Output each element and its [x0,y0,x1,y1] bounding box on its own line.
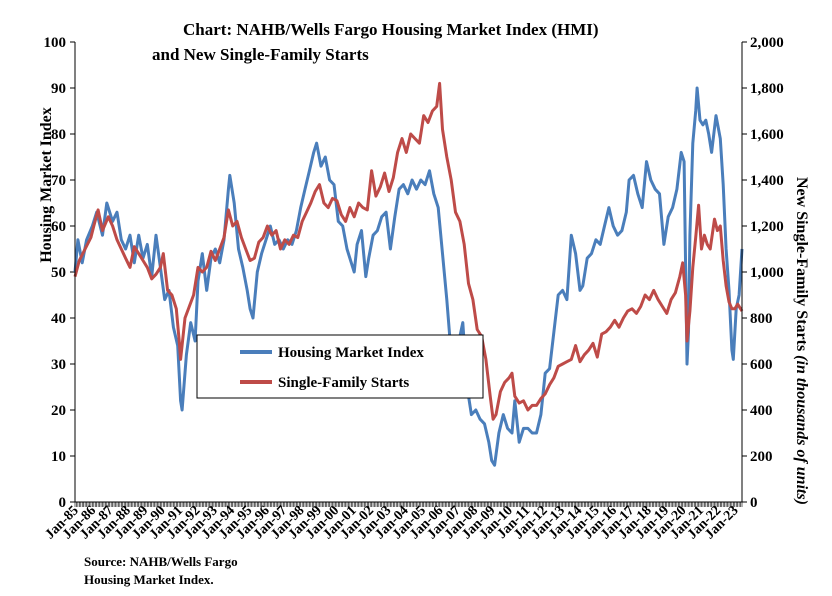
legend-label-single-family-starts: Single-Family Starts [278,375,409,391]
right-tick-label: 600 [750,357,773,373]
right-tick-label: 1,600 [750,127,784,143]
right-tick-label: 1,000 [750,265,784,281]
series-line-housing-market-index [73,86,744,467]
legend-box [196,334,484,399]
legend: Housing Market Index Single-Family Start… [196,334,484,399]
left-tick-label: 80 [51,127,66,143]
left-tick-label: 50 [51,265,66,281]
series-line-single-family-starts [73,81,744,421]
right-tick-label: 0 [750,495,758,511]
right-tick-label: 2,000 [750,35,784,51]
right-tick-label: 1,200 [750,219,784,235]
right-axis-title: New Single-Family Starts (in thousands o… [793,177,810,505]
left-tick-label: 70 [51,173,66,189]
right-axis-title-units: (in thousands of units) [793,355,810,505]
right-tick-label: 200 [750,449,773,465]
right-tick-label: 800 [750,311,773,327]
left-tick-label: 60 [51,219,66,235]
right-tick-label: 1,800 [750,81,784,97]
series-layer [73,81,744,467]
chart-title-line-1: Chart: NAHB/Wells Fargo Housing Market I… [183,20,599,39]
right-tick-label: 400 [750,403,773,419]
left-axis-title: Housing Market Index [38,107,55,263]
left-tick-label: 100 [44,35,67,51]
legend-label-housing-market-index: Housing Market Index [278,345,424,361]
left-y-axis-ticks: 0 10 20 30 40 50 60 70 80 90 100 [44,35,75,511]
left-tick-label: 10 [51,449,66,465]
chart-title-line-2: and New Single-Family Starts [152,45,369,64]
source-line-2: Housing Market Index. [84,572,214,587]
right-axis-title-main: New Single-Family Starts [793,177,810,355]
right-y-axis-ticks: 0 200 400 600 800 1,000 1,200 1,400 1,600 1,800 2,… [742,35,784,511]
left-tick-label: 20 [51,403,66,419]
left-tick-label: 0 [59,495,67,511]
source-line-1: Source: NAHB/Wells Fargo [84,554,238,569]
left-tick-label: 40 [51,311,66,327]
right-tick-label: 1,400 [750,173,784,189]
left-tick-label: 90 [51,81,66,97]
left-tick-label: 30 [51,357,66,373]
